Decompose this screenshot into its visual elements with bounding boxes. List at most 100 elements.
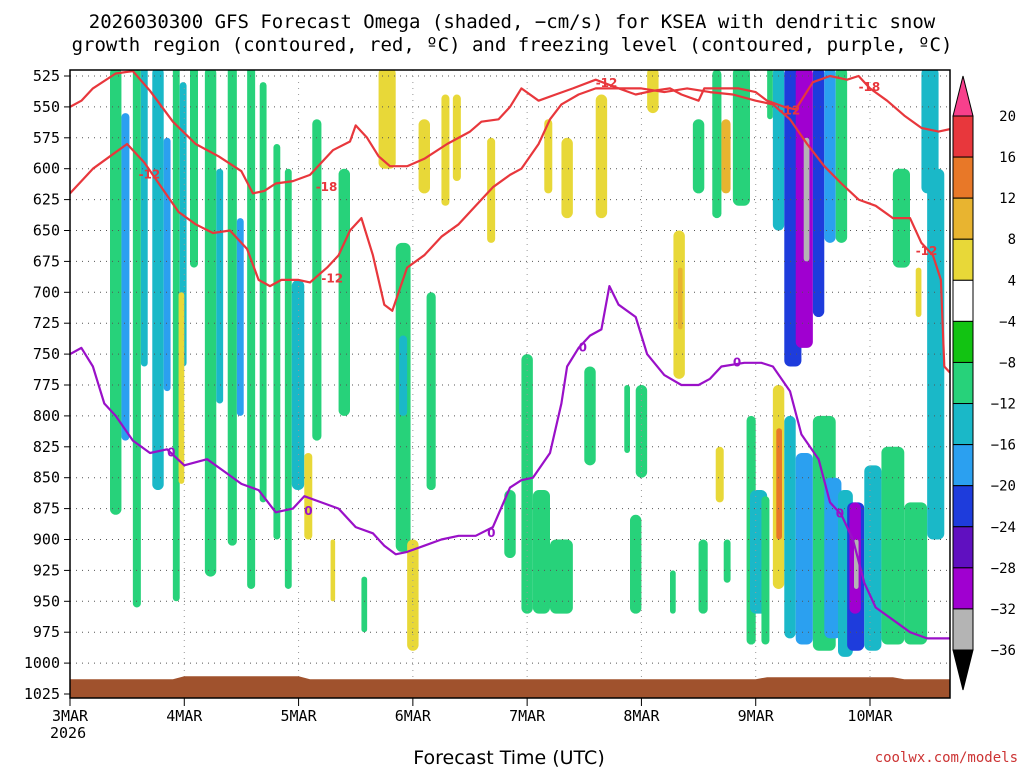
omega-cell: [630, 514, 642, 614]
y-tick-label: 675: [33, 252, 60, 270]
y-tick-label: 925: [33, 561, 60, 579]
omega-cell: [140, 70, 148, 367]
colorbar-segment: [952, 444, 974, 487]
omega-cell: [172, 70, 180, 602]
omega-cell: [698, 539, 708, 614]
contour-label: 0: [733, 355, 741, 369]
colorbar-segment: [952, 567, 974, 610]
colorbar-label: −12: [991, 397, 1016, 413]
x-axis-title: Forecast Time (UTC): [413, 747, 604, 768]
omega-cell: [921, 70, 939, 194]
omega-cell: [550, 539, 573, 614]
y-tick-label: 775: [33, 376, 60, 394]
colorbar-segment: [952, 485, 974, 528]
x-tick-label: 5MAR: [281, 707, 318, 725]
y-tick-label: 950: [33, 592, 60, 610]
colorbar-segment: [952, 361, 974, 405]
omega-cell: [915, 267, 922, 318]
x-tick-label: 3MAR: [52, 707, 89, 725]
contour-label: 0: [579, 341, 587, 355]
contour-label: -12: [139, 168, 161, 182]
colorbar-label: −32: [991, 602, 1016, 618]
y-tick-label: 1025: [24, 685, 60, 703]
omega-cell: [772, 70, 785, 231]
contour-label: 0: [836, 506, 844, 520]
omega-cell: [227, 70, 237, 546]
colorbar-label: 4: [1008, 273, 1016, 289]
omega-cell: [767, 70, 773, 120]
colorbar-label: −20: [991, 479, 1016, 495]
omega-cell: [110, 70, 122, 515]
colorbar-bottom-arrow: [952, 649, 974, 691]
omega-cell: [927, 168, 945, 540]
y-tick-label: 525: [33, 67, 60, 85]
omega-cell: [595, 94, 608, 219]
omega-cell: [812, 70, 825, 318]
colorbar-label: 8: [1008, 232, 1016, 248]
omega-cell: [732, 70, 750, 206]
omega-cell: [236, 218, 244, 416]
colorbar-segment: [952, 238, 974, 281]
omega-cell: [532, 490, 550, 614]
y-tick-label: 825: [33, 438, 60, 456]
colorbar-segment: [952, 526, 974, 569]
omega-cell: [426, 292, 436, 491]
x-tick-label: 7MAR: [509, 707, 546, 725]
omega-cell: [418, 119, 430, 194]
colorbar-label: −24: [991, 520, 1016, 536]
omega-cell: [304, 452, 313, 540]
omega-cell: [216, 168, 224, 404]
omega-cell: [904, 502, 928, 645]
y-tick-label: 975: [33, 623, 60, 641]
colorbar-segment: [952, 279, 974, 322]
omega-cell: [712, 70, 722, 219]
omega-cell: [721, 119, 731, 194]
plot-frame: [69, 69, 951, 699]
omega-cell: [824, 477, 842, 639]
colorbar-segment: [952, 156, 974, 199]
omega-cell: [190, 70, 198, 268]
contour-freezing-level: [70, 285, 950, 640]
omega-cell: [259, 82, 267, 503]
contour-labels: -12 -18 -12 -12 -12 -18 -12 0 0 0 0 0 0: [139, 76, 938, 540]
y-tick-label: 550: [33, 98, 60, 116]
omega-cell: [624, 385, 630, 453]
y-tick-label: 800: [33, 407, 60, 425]
y-tick-label: 750: [33, 345, 60, 363]
contour-label: -12: [916, 244, 938, 258]
omega-cell: [561, 137, 573, 219]
colorbar-label: −28: [991, 561, 1016, 577]
y-tick-label: 625: [33, 191, 60, 209]
y-tick-label: 900: [33, 531, 60, 549]
contour-label: -12: [779, 103, 801, 117]
y-tick-label: 575: [33, 129, 60, 147]
omega-cell: [284, 168, 292, 589]
omega-cell: [678, 267, 683, 330]
omega-cell: [723, 539, 731, 583]
omega-cell: [584, 366, 596, 466]
omega-cell: [132, 70, 141, 608]
x-tick-label: 6MAR: [395, 707, 432, 725]
omega-cell: [407, 539, 419, 651]
colorbar: 20 16 12 8 4 −4 −8 −12 −16 −20 −24 −28 −32 −36: [952, 75, 1016, 691]
omega-cell: [635, 385, 648, 478]
omega-cell: [776, 428, 782, 540]
colorbar-label: 16: [999, 150, 1016, 166]
omega-cell: [670, 570, 676, 614]
omega-cell: [864, 465, 882, 651]
contour-label: -18: [316, 180, 338, 194]
omega-cell: [784, 415, 796, 639]
omega-cell: [247, 70, 256, 589]
omega-cell: [715, 446, 724, 503]
chart-title-line1: 2026030300 GFS Forecast Omega (shaded, −…: [89, 11, 936, 33]
omega-cell: [692, 119, 705, 194]
contour-dgz-minus12-top: [70, 70, 950, 195]
x-axis: 3MAR 4MAR 5MAR 6MAR 7MAR 8MAR 9MAR 10MAR: [52, 698, 894, 725]
colorbar-segment: [952, 115, 974, 158]
omega-cell: [521, 354, 533, 614]
contour-label: 0: [167, 446, 175, 460]
omega-cell: [330, 539, 336, 602]
y-tick-label: 875: [33, 500, 60, 518]
contour-label: -18: [859, 80, 881, 94]
omega-cell: [152, 70, 164, 491]
